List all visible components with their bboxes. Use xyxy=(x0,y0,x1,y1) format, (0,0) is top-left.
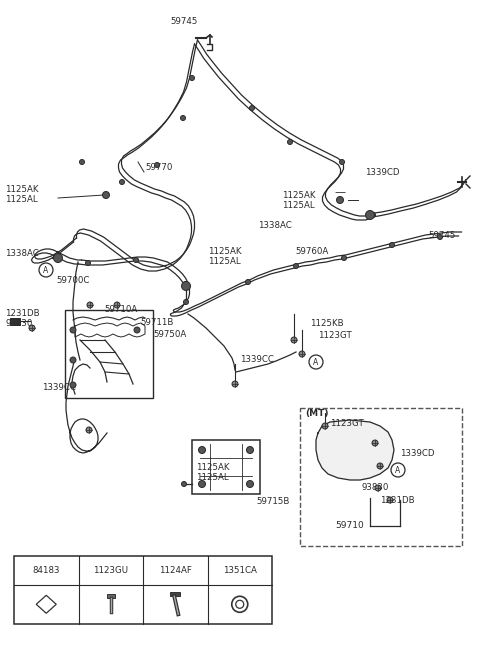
Circle shape xyxy=(387,497,393,503)
Circle shape xyxy=(199,481,205,487)
Circle shape xyxy=(181,282,191,291)
Text: 1125AK: 1125AK xyxy=(5,185,38,194)
Text: (MT): (MT) xyxy=(305,409,328,418)
Polygon shape xyxy=(316,420,394,480)
Text: 1123GU: 1123GU xyxy=(93,566,128,575)
Circle shape xyxy=(134,327,140,333)
Text: 1125AK: 1125AK xyxy=(196,463,229,472)
Text: 1231DB: 1231DB xyxy=(380,496,415,505)
Circle shape xyxy=(293,263,299,269)
Circle shape xyxy=(29,325,35,331)
Text: 1124AF: 1124AF xyxy=(159,566,192,575)
Circle shape xyxy=(80,160,84,164)
Text: 1125AL: 1125AL xyxy=(282,201,314,210)
Circle shape xyxy=(288,140,292,145)
Circle shape xyxy=(377,463,383,469)
Circle shape xyxy=(103,191,109,198)
Circle shape xyxy=(389,242,395,248)
Circle shape xyxy=(372,440,378,446)
Text: 1125AK: 1125AK xyxy=(208,247,241,256)
Circle shape xyxy=(341,255,347,261)
Text: 1338AC: 1338AC xyxy=(5,249,39,258)
Circle shape xyxy=(250,105,254,111)
Circle shape xyxy=(232,381,238,387)
Circle shape xyxy=(133,257,139,263)
Text: 59710A: 59710A xyxy=(104,305,137,314)
Text: 1123GT: 1123GT xyxy=(330,419,364,428)
Circle shape xyxy=(183,299,189,305)
Text: 59770: 59770 xyxy=(145,163,172,172)
Circle shape xyxy=(247,447,253,453)
Circle shape xyxy=(371,212,375,217)
Circle shape xyxy=(70,357,76,363)
Circle shape xyxy=(53,253,62,263)
Text: 1125AL: 1125AL xyxy=(208,257,240,266)
Circle shape xyxy=(247,481,253,487)
Circle shape xyxy=(365,210,374,219)
Text: 1125AL: 1125AL xyxy=(196,473,228,482)
Bar xyxy=(300,408,462,546)
Circle shape xyxy=(183,282,189,286)
Text: 1338AC: 1338AC xyxy=(258,221,292,230)
Circle shape xyxy=(245,280,251,284)
Circle shape xyxy=(299,351,305,357)
Circle shape xyxy=(86,427,92,433)
Bar xyxy=(14,556,272,624)
Text: 93830: 93830 xyxy=(5,319,32,328)
Text: 93830: 93830 xyxy=(362,483,389,492)
Circle shape xyxy=(437,234,443,240)
Circle shape xyxy=(70,382,76,388)
Circle shape xyxy=(114,302,120,308)
Text: A: A xyxy=(43,266,48,275)
Text: 1123GT: 1123GT xyxy=(318,331,352,340)
Text: 59711B: 59711B xyxy=(140,318,173,327)
Text: 1339CD: 1339CD xyxy=(365,168,399,177)
Text: 1125AK: 1125AK xyxy=(282,191,315,200)
Circle shape xyxy=(87,302,93,308)
Circle shape xyxy=(70,327,76,333)
Text: A: A xyxy=(313,358,319,367)
Circle shape xyxy=(375,485,381,491)
Bar xyxy=(192,440,260,494)
Text: 59745: 59745 xyxy=(170,17,197,26)
Circle shape xyxy=(85,261,91,265)
Text: —: — xyxy=(335,187,346,197)
Bar xyxy=(65,310,153,398)
Text: 1125AL: 1125AL xyxy=(5,195,37,204)
Text: 84183: 84183 xyxy=(33,566,60,575)
Text: 59715B: 59715B xyxy=(256,497,289,506)
Circle shape xyxy=(120,179,124,185)
Text: 1339CC: 1339CC xyxy=(42,383,76,392)
Bar xyxy=(107,594,115,598)
Circle shape xyxy=(339,160,345,164)
Text: 1339CC: 1339CC xyxy=(240,355,274,364)
Circle shape xyxy=(291,337,297,343)
Circle shape xyxy=(180,115,185,121)
Circle shape xyxy=(336,196,344,204)
Circle shape xyxy=(190,75,194,81)
Circle shape xyxy=(199,447,205,453)
Text: 1339CD: 1339CD xyxy=(400,449,434,458)
Text: 1351CA: 1351CA xyxy=(223,566,257,575)
Text: 59710: 59710 xyxy=(335,521,364,530)
Bar xyxy=(170,592,180,596)
Text: A: A xyxy=(396,466,401,475)
Text: 59700C: 59700C xyxy=(56,276,89,285)
Text: 1125KB: 1125KB xyxy=(310,319,344,328)
Text: 59750A: 59750A xyxy=(153,330,186,339)
Text: 59760A: 59760A xyxy=(295,247,328,256)
Bar xyxy=(10,318,20,325)
Circle shape xyxy=(181,481,187,487)
Text: 1231DB: 1231DB xyxy=(5,309,40,318)
Circle shape xyxy=(322,423,328,429)
Circle shape xyxy=(155,162,159,168)
Text: 59745: 59745 xyxy=(428,231,456,240)
